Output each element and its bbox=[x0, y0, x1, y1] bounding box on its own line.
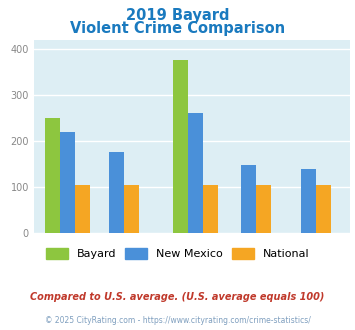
Text: © 2025 CityRating.com - https://www.cityrating.com/crime-statistics/: © 2025 CityRating.com - https://www.city… bbox=[45, 316, 310, 325]
Bar bbox=[45, 118, 60, 233]
Bar bbox=[203, 185, 218, 233]
Text: Violent Crime Comparison: Violent Crime Comparison bbox=[70, 21, 285, 36]
Bar bbox=[173, 60, 188, 233]
Bar bbox=[75, 185, 90, 233]
Bar bbox=[60, 132, 75, 233]
Text: Compared to U.S. average. (U.S. average equals 100): Compared to U.S. average. (U.S. average … bbox=[30, 292, 325, 302]
Bar bbox=[316, 185, 331, 233]
Text: 2019 Bayard: 2019 Bayard bbox=[126, 8, 229, 23]
Bar bbox=[188, 113, 203, 233]
Bar bbox=[241, 165, 256, 233]
Bar bbox=[256, 185, 271, 233]
Bar bbox=[301, 169, 316, 233]
Legend: Bayard, New Mexico, National: Bayard, New Mexico, National bbox=[41, 244, 314, 263]
Bar bbox=[124, 185, 139, 233]
Bar bbox=[109, 152, 124, 233]
